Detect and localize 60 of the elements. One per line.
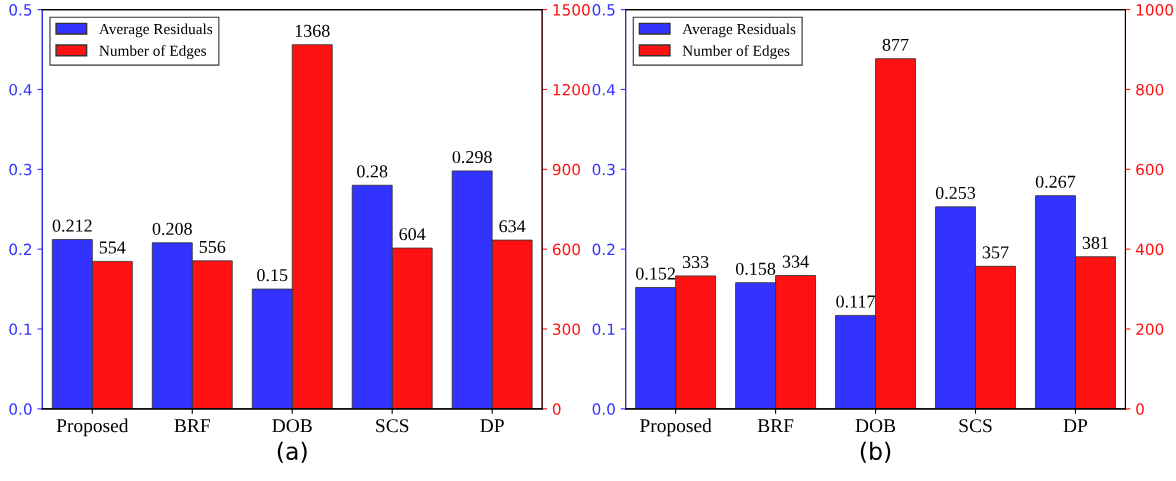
data-label: 0.267 xyxy=(1035,175,1076,188)
y2-tick-label: 1000 xyxy=(1136,4,1174,16)
data-label: 357 xyxy=(982,246,1009,259)
x-tick-label: DP xyxy=(480,419,504,433)
y-tick-label: 0.4 xyxy=(592,83,616,96)
x-tick-label: BRF xyxy=(174,419,210,433)
data-label: 554 xyxy=(99,241,126,254)
data-label: 0.15 xyxy=(257,269,288,282)
y-tick-label: 0.0 xyxy=(592,403,615,415)
x-axis-title: (a) xyxy=(277,441,307,463)
legend-label: Average Residuals xyxy=(682,23,796,38)
x-tick-label: SCS xyxy=(376,419,409,433)
data-label: 0.117 xyxy=(836,295,875,308)
data-label: 604 xyxy=(399,228,426,241)
x-tick-label: SCS xyxy=(959,419,992,433)
y-tick-label: 0.2 xyxy=(592,243,615,256)
y2-tick-label: 300 xyxy=(553,323,580,336)
data-label: 634 xyxy=(499,220,526,233)
data-label: 0.298 xyxy=(452,150,492,164)
data-label: 556 xyxy=(199,240,226,254)
data-label: 0.152 xyxy=(636,267,675,280)
x-tick-label: Proposed xyxy=(639,418,712,437)
y-tick-label: 0.2 xyxy=(9,243,32,256)
data-label: 333 xyxy=(682,255,709,269)
data-label: 0.158 xyxy=(735,262,776,275)
y-tick-label: 0.3 xyxy=(9,163,32,176)
y2-tick-label: 1500 xyxy=(553,4,590,16)
x-tick-label: DP xyxy=(1063,419,1088,433)
y2-tick-label: 800 xyxy=(1136,83,1164,96)
y2-tick-label: 200 xyxy=(1136,323,1164,336)
data-label: 381 xyxy=(1082,236,1108,249)
data-label: 0.212 xyxy=(52,219,92,232)
y2-tick-label: 0 xyxy=(552,403,561,415)
y-tick-label: 0.5 xyxy=(9,4,32,16)
y2-tick-label: 600 xyxy=(552,243,580,256)
y-tick-label: 0.4 xyxy=(9,83,32,96)
y2-tick-label: 900 xyxy=(552,163,580,176)
data-label: 0.208 xyxy=(152,222,192,236)
y-tick-label: 0.1 xyxy=(592,323,615,336)
x-axis-title: (b) xyxy=(860,441,891,463)
y2-tick-label: 600 xyxy=(1136,163,1164,176)
data-label: 1368 xyxy=(295,24,330,37)
x-tick-label: DOB xyxy=(855,419,896,433)
legend-label: Number of Edges xyxy=(682,45,790,60)
x-tick-label: DOB xyxy=(272,419,312,433)
data-label: 877 xyxy=(882,38,909,51)
data-label: 0.253 xyxy=(935,186,976,200)
data-label: 0.28 xyxy=(357,165,388,178)
y-tick-label: 0.3 xyxy=(592,163,615,176)
legend-label: Average Residuals xyxy=(99,23,213,38)
y2-tick-label: 1200 xyxy=(553,83,590,96)
data-label: 334 xyxy=(782,255,809,268)
x-tick-label: BRF xyxy=(757,419,794,433)
y2-tick-label: 400 xyxy=(1135,243,1164,256)
legend-label: Number of Edges xyxy=(99,45,207,60)
y-tick-label: 0.1 xyxy=(9,323,32,336)
y2-tick-label: 0 xyxy=(1136,403,1144,415)
x-tick-label: Proposed xyxy=(56,418,129,437)
y-tick-label: 0.0 xyxy=(9,403,32,415)
y-tick-label: 0.5 xyxy=(592,4,615,16)
